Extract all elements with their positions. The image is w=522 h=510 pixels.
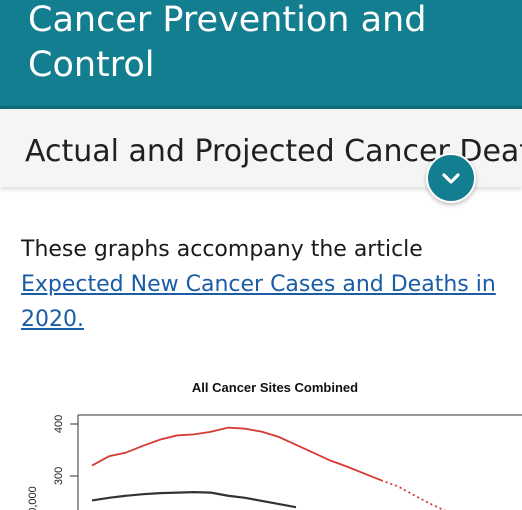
article-link[interactable]: Expected New Cancer Cases and Deaths in … [21, 272, 496, 332]
intro-text: These graphs accompany the article [21, 237, 423, 262]
intro-paragraph: These graphs accompany the article Expec… [21, 232, 501, 337]
chevron-down-icon [442, 173, 460, 184]
chart-title: All Cancer Sites Combined [192, 380, 358, 395]
series-1-line [91, 491, 297, 509]
chart: All Cancer Sites Combined 400 300 0,000 [27, 380, 522, 510]
series-0-projection [380, 479, 446, 510]
site-header: Cancer Prevention and Control [0, 0, 522, 106]
y-axis-label: 0,000 [27, 486, 39, 510]
series-layer [91, 426, 446, 510]
y-tick-label-400: 400 [53, 415, 65, 433]
series-0-line [91, 426, 382, 481]
y-tick-label-300: 300 [53, 467, 65, 485]
collapse-button[interactable] [426, 153, 476, 203]
site-title: Cancer Prevention and Control [28, 0, 427, 85]
